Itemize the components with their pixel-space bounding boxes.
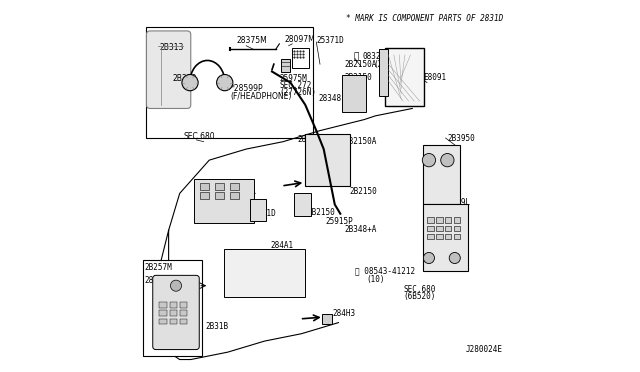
Bar [436,217,443,223]
Bar [454,217,460,223]
Bar [292,48,309,68]
Bar [427,217,434,223]
Bar [195,179,253,223]
Bar [147,27,312,138]
Text: 2B313: 2B313 [159,43,184,52]
Text: Ⓢ 08543-41212: Ⓢ 08543-41212 [355,266,415,275]
Bar [180,310,188,316]
Text: 08320-50010: 08320-50010 [362,52,413,61]
Bar [224,249,305,297]
Text: 25371D: 25371D [316,36,344,45]
Bar [215,192,224,199]
Bar [200,183,209,190]
Bar [305,134,349,186]
Bar [445,234,451,239]
Text: 25915P: 25915P [326,217,353,225]
Bar [427,234,434,239]
Bar [230,183,239,190]
FancyBboxPatch shape [153,275,199,350]
Text: J280024E: J280024E [466,345,503,354]
Text: 2B31B: 2B31B [205,322,228,331]
Text: 25975M: 25975M [280,74,307,83]
Text: 284H3: 284H3 [333,309,356,318]
Bar [180,302,188,308]
Text: 2B2150: 2B2150 [349,187,378,196]
Bar [250,199,266,221]
Bar [445,217,451,223]
Bar [200,192,209,199]
Text: SEC.272: SEC.272 [280,81,312,90]
Text: 2B3950: 2B3950 [447,134,475,142]
Text: E8091: E8091 [424,73,447,81]
Text: 2539L: 2539L [447,198,470,207]
Bar [445,225,451,231]
Bar [424,145,460,205]
Circle shape [422,154,436,167]
FancyBboxPatch shape [385,48,424,106]
Text: 2B348+A: 2B348+A [344,225,376,234]
Bar [294,193,311,215]
Circle shape [449,253,460,263]
Text: 284A1: 284A1 [270,241,293,250]
Bar [436,225,443,231]
Text: (6B520): (6B520) [403,292,435,301]
Text: (2): (2) [374,60,387,69]
Circle shape [170,280,182,291]
Text: Ⓢ: Ⓢ [353,52,359,61]
Bar [342,75,366,112]
Bar [159,318,167,324]
Text: 25381D: 25381D [248,209,276,218]
Bar [454,234,460,239]
Text: (F/HEADPHONE): (F/HEADPHONE) [230,92,292,101]
Text: SEC.680: SEC.680 [403,285,435,294]
FancyBboxPatch shape [147,31,191,109]
Bar [281,59,291,71]
Bar [322,314,332,324]
Bar [436,234,443,239]
Circle shape [441,154,454,167]
Circle shape [424,253,435,263]
Text: 2B2150A: 2B2150A [344,60,376,69]
Bar [454,225,460,231]
Bar [159,302,167,308]
Text: 28097M: 28097M [285,35,316,44]
Text: (27726N): (27726N) [280,89,316,97]
Text: 2B257M: 2B257M [145,263,172,272]
Circle shape [216,74,233,91]
Text: 28348: 28348 [318,94,341,103]
Text: SEC.680: SEC.680 [184,132,215,141]
Bar [424,205,468,271]
Bar [215,183,224,190]
Bar [379,49,388,96]
Bar [180,318,188,324]
Text: 2B2150: 2B2150 [344,73,372,81]
Bar [170,302,177,308]
Bar [427,225,434,231]
Text: 28375M: 28375M [237,36,268,45]
Text: 282A1: 282A1 [145,276,168,285]
Text: 28346: 28346 [298,135,321,144]
Text: * MARK IS COMPONENT PARTS OF 2831D: * MARK IS COMPONENT PARTS OF 2831D [346,14,503,23]
Text: 2B2150: 2B2150 [307,208,335,217]
Text: 2B2150A: 2B2150A [344,137,376,146]
Bar [159,310,167,316]
Bar [143,260,202,356]
Text: (10): (10) [366,275,385,283]
Bar [170,310,177,316]
Bar [170,318,177,324]
Circle shape [182,74,198,91]
Text: 2B310: 2B310 [172,74,196,83]
Bar [230,192,239,199]
Text: *28599P: *28599P [230,84,263,93]
